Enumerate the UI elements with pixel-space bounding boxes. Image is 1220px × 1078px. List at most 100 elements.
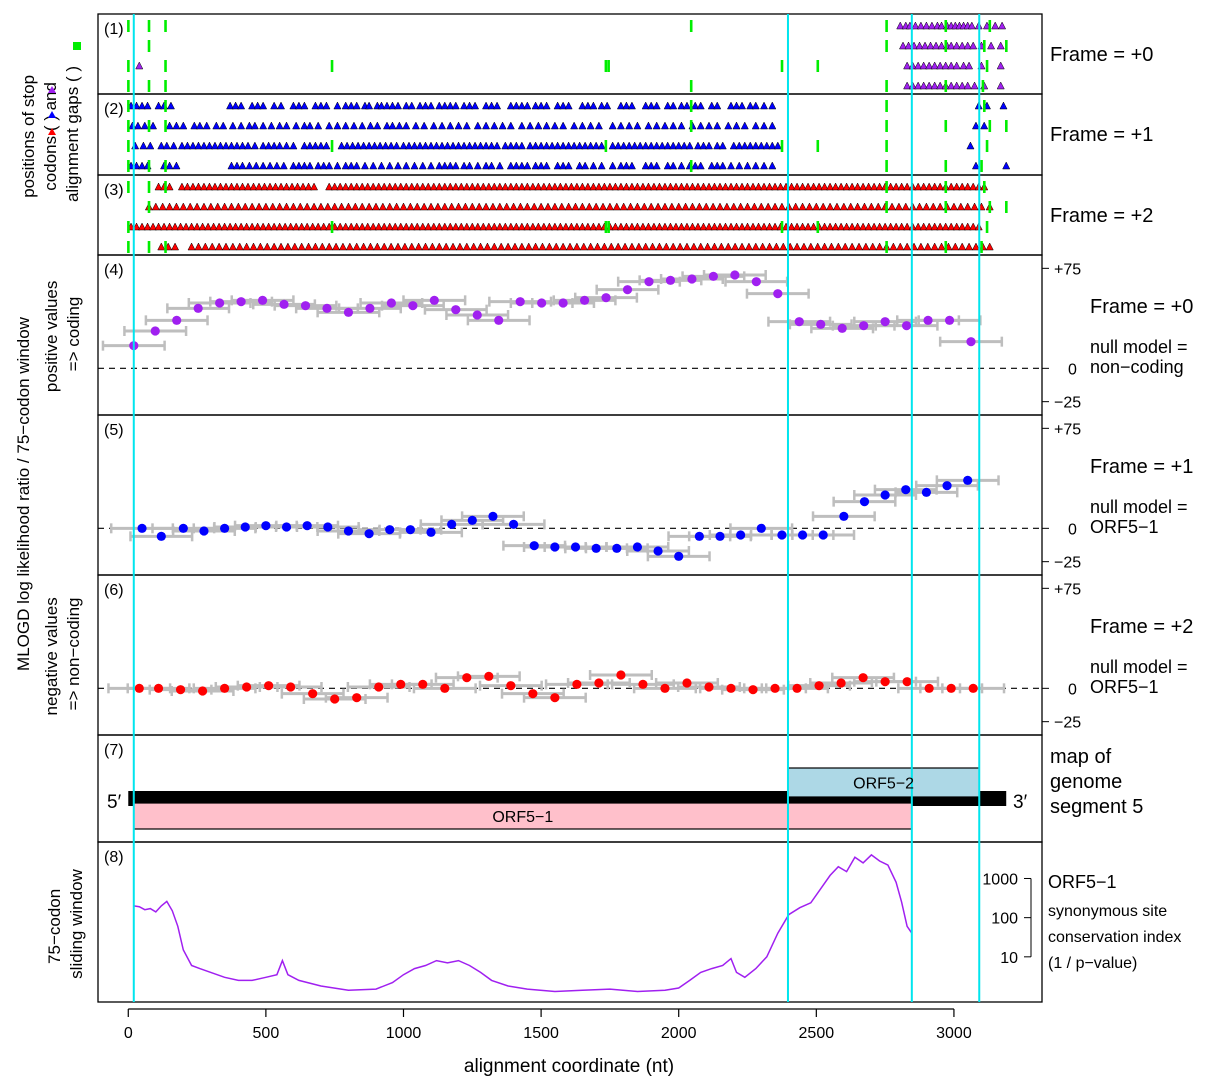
mlogd-point (638, 679, 648, 689)
stop-codon-marker (998, 21, 1007, 30)
stop-codon-marker (221, 242, 230, 251)
stop-codon-marker (497, 242, 506, 251)
null-model-label: null model = (1090, 337, 1188, 357)
stop-codon-marker (473, 182, 482, 191)
stop-codon-marker (923, 242, 932, 251)
stop-codon-marker (611, 222, 620, 231)
stop-codon-marker (366, 121, 375, 130)
stop-codon-marker (440, 161, 449, 170)
stop-codon-marker (468, 182, 477, 191)
stop-codon-marker (371, 202, 380, 211)
stop-codon-marker (561, 222, 570, 231)
stop-codon-marker (531, 161, 540, 170)
stop-codon-marker (826, 182, 835, 191)
stop-codon-marker (504, 242, 513, 251)
map-label: genome (1050, 771, 1122, 793)
alignment-gap-marker (816, 60, 820, 72)
mlogd-point (529, 541, 539, 551)
stop-codon-marker (215, 222, 224, 231)
stop-codon-marker (557, 202, 566, 211)
null-model-label: null model = (1090, 657, 1188, 677)
stop-codon-marker (911, 21, 920, 30)
stop-codon-marker (238, 161, 247, 170)
stop-codon-marker (777, 202, 786, 211)
stop-codon-marker (433, 202, 442, 211)
stop-codon-marker (542, 161, 551, 170)
stop-codon-marker (221, 182, 230, 191)
stop-codon-marker (892, 222, 901, 231)
stop-codon-marker (553, 161, 562, 170)
stop-codon-marker (256, 242, 265, 251)
stop-codon-marker (465, 141, 474, 150)
stop-codon-marker (402, 222, 411, 231)
stop-codon-marker (941, 222, 950, 231)
stop-codon-marker (277, 182, 286, 191)
stop-codon-marker (462, 182, 471, 191)
stop-codon-marker (487, 161, 496, 170)
stop-codon-marker (538, 242, 547, 251)
stop-codon-marker (553, 101, 562, 110)
stop-codon-marker (603, 101, 612, 110)
y-tick-label: 0 (1068, 681, 1077, 698)
stop-codon-marker (680, 141, 689, 150)
stop-codon-marker (564, 101, 573, 110)
y-tick-label: 1000 (982, 871, 1018, 888)
stop-codon-marker (289, 161, 298, 170)
stop-codon-marker (929, 202, 938, 211)
stop-codon-marker (605, 202, 614, 211)
mlogd-point (579, 295, 590, 305)
stop-codon-marker (131, 141, 140, 150)
stop-codon-marker (235, 242, 244, 251)
stop-codon-marker (234, 202, 243, 211)
stop-codon-marker (809, 182, 818, 191)
stop-codon-marker (695, 202, 704, 211)
mlogd-point (837, 323, 847, 333)
stop-codon-marker (542, 121, 551, 130)
stop-codon-marker (738, 182, 747, 191)
stop-codon-marker (341, 222, 350, 231)
stop-codon-marker (473, 161, 482, 170)
stop-codon-marker (482, 141, 491, 150)
stop-codon-marker (919, 222, 928, 231)
stop-codon-marker (473, 222, 482, 231)
stop-codon-marker (323, 202, 332, 211)
stop-codon-marker (647, 141, 656, 150)
stop-codon-marker (713, 141, 722, 150)
stop-codon-marker (798, 222, 807, 231)
stop-codon-marker (765, 222, 774, 231)
stop-codon-marker (892, 182, 901, 191)
stop-codon-marker (969, 222, 978, 231)
mlogd-point (632, 542, 643, 552)
stop-codon-marker (319, 222, 328, 231)
stop-codon-marker (740, 141, 749, 150)
stop-codon-marker (559, 161, 568, 170)
stop-codon-marker (420, 121, 429, 130)
stop-codon-marker (484, 222, 493, 231)
stop-codon-marker (919, 61, 928, 70)
stop-codon-marker (575, 141, 584, 150)
stop-codon-marker (352, 161, 361, 170)
stop-codon-marker (633, 202, 642, 211)
stop-codon-marker (545, 242, 554, 251)
stop-codon-marker (663, 161, 672, 170)
stop-codon-marker (325, 121, 334, 130)
mlogd-point (508, 519, 519, 529)
stop-codon-marker (172, 202, 181, 211)
stop-codon-marker (958, 242, 967, 251)
mlogd-point (451, 305, 461, 315)
stop-codon-marker (304, 182, 313, 191)
stop-codon-marker (952, 61, 961, 70)
mlogd-point (963, 475, 973, 485)
stop-codon-marker (915, 41, 924, 50)
stop-codon-marker (886, 222, 895, 231)
mlogd-point (880, 677, 890, 687)
mlogd-point (694, 531, 704, 541)
stop-codon-marker (859, 182, 868, 191)
stop-codon-marker (970, 81, 979, 90)
alignment-gap-marker (330, 221, 334, 233)
stop-codon-marker (589, 222, 598, 231)
stop-codon-marker (454, 121, 463, 130)
mlogd-point (814, 681, 824, 691)
stop-codon-marker (572, 242, 581, 251)
stop-codon-marker (534, 222, 543, 231)
